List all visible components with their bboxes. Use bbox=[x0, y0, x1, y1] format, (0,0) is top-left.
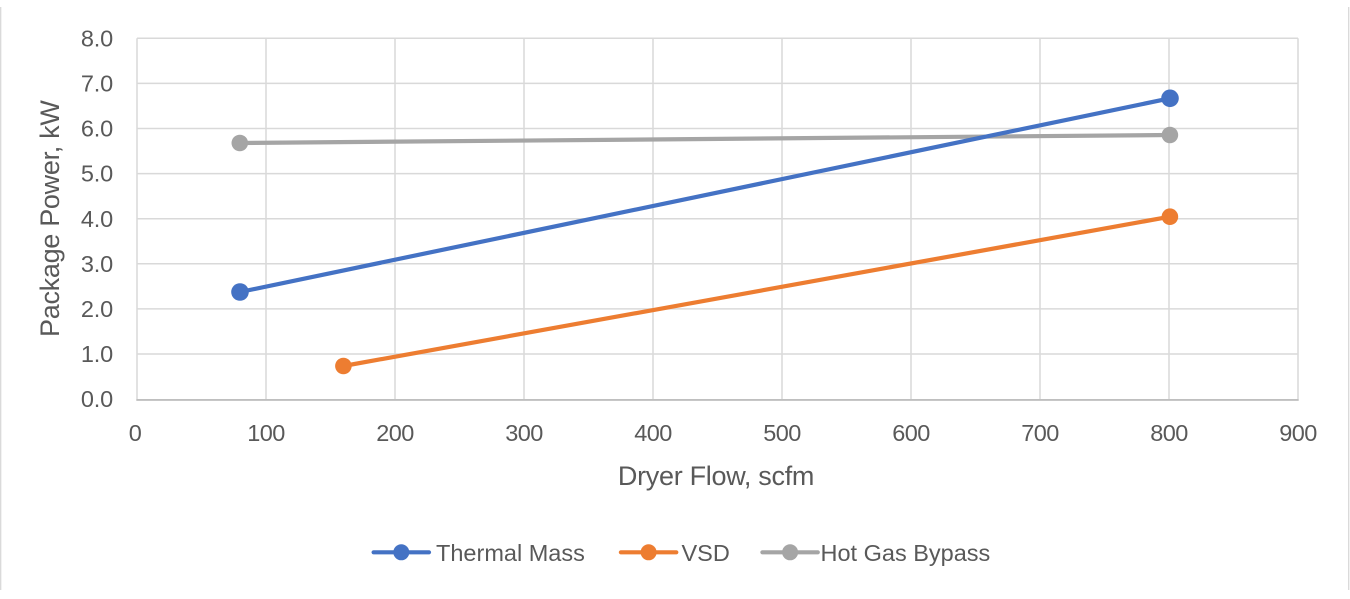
svg-text:200: 200 bbox=[376, 420, 414, 446]
svg-text:0: 0 bbox=[129, 420, 142, 446]
svg-text:Dryer Flow, scfm: Dryer Flow, scfm bbox=[618, 461, 814, 491]
svg-text:300: 300 bbox=[505, 420, 543, 446]
svg-text:800: 800 bbox=[1150, 420, 1188, 446]
svg-text:600: 600 bbox=[892, 420, 930, 446]
svg-text:1.0: 1.0 bbox=[81, 341, 113, 367]
svg-text:100: 100 bbox=[247, 420, 285, 446]
svg-text:8.0: 8.0 bbox=[81, 25, 113, 51]
svg-text:7.0: 7.0 bbox=[81, 71, 113, 97]
svg-text:5.0: 5.0 bbox=[81, 161, 113, 187]
svg-text:2.0: 2.0 bbox=[81, 296, 113, 322]
svg-text:6.0: 6.0 bbox=[81, 116, 113, 142]
svg-text:500: 500 bbox=[763, 420, 801, 446]
svg-text:Package Power, kW: Package Power, kW bbox=[35, 100, 65, 337]
svg-text:3.0: 3.0 bbox=[81, 251, 113, 277]
svg-text:0.0: 0.0 bbox=[81, 386, 113, 412]
svg-text:700: 700 bbox=[1021, 420, 1059, 446]
svg-text:400: 400 bbox=[634, 420, 672, 446]
svg-text:Hot Gas Bypass: Hot Gas Bypass bbox=[821, 540, 991, 566]
svg-text:4.0: 4.0 bbox=[81, 206, 113, 232]
svg-text:VSD: VSD bbox=[682, 540, 730, 566]
svg-text:900: 900 bbox=[1279, 420, 1317, 446]
svg-text:Thermal Mass: Thermal Mass bbox=[436, 540, 585, 566]
